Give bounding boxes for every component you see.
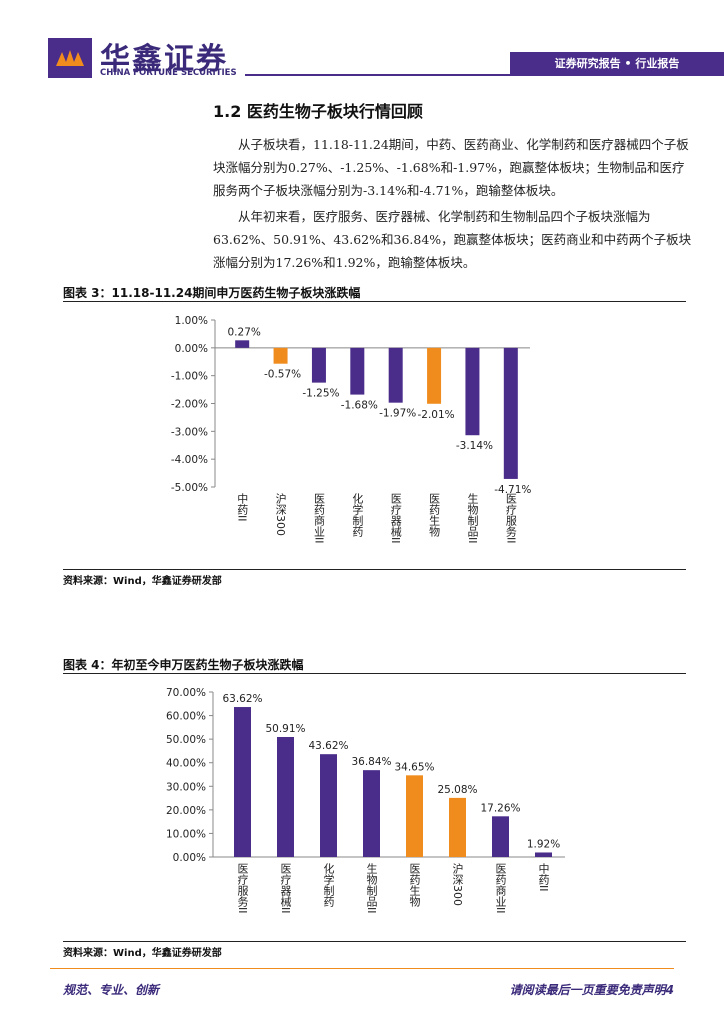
x-tick-label: 医药商业II (494, 863, 507, 914)
data-label: 50.91% (265, 723, 305, 735)
section-title: 1.2 医药生物子板块行情回顾 (213, 102, 423, 121)
y-tick-label: 40.00% (166, 758, 206, 770)
x-tick-label: 中药II (537, 863, 550, 892)
data-label: -1.25% (302, 388, 339, 400)
data-label: -2.01% (417, 409, 454, 421)
chart-title: 图表 4：年初至今申万医药生物子板块涨跌幅 (63, 658, 304, 672)
paragraph: 从年初来看，医疗服务、医疗器械、化学制药和生物制品四个子板块涨幅为63.62%、… (213, 209, 692, 270)
paragraph: 从子板块看，11.18-11.24期间，中药、医药商业、化学制药和医疗器械四个子… (213, 137, 689, 198)
x-tick-label: 生物制品II (466, 492, 479, 544)
footer-left: 规范、专业、创新 (63, 983, 160, 997)
data-label: 0.27% (228, 326, 261, 338)
x-tick-label: 医疗服务II (504, 493, 517, 544)
data-label: 1.92% (527, 838, 560, 850)
rule (63, 673, 686, 674)
x-tick-label: 医药生物 (428, 493, 441, 537)
x-tick-label: 化学制药 (351, 492, 364, 538)
bar (234, 707, 251, 857)
data-label: 34.65% (394, 761, 434, 773)
y-tick-label: -4.00% (171, 454, 208, 466)
data-label: -3.14% (456, 440, 493, 452)
x-tick-label: 医药生物 (408, 863, 421, 907)
bar (320, 754, 337, 857)
data-label: -0.57% (264, 369, 301, 381)
y-tick-label: 1.00% (175, 315, 208, 327)
data-label: -4.71% (494, 484, 531, 496)
bar (273, 347, 288, 364)
y-tick-label: 70.00% (166, 687, 206, 699)
rule (63, 569, 686, 570)
data-label: -1.68% (341, 400, 378, 412)
x-tick-label: 中药II (236, 493, 249, 522)
chart-title: 图表 3：11.18-11.24期间申万医药生物子板块涨跌幅 (63, 286, 361, 300)
bar (350, 347, 365, 395)
x-tick-label: 医疗服务II (236, 863, 249, 914)
x-tick-label: 沪深300 (451, 862, 464, 906)
y-tick-label: -3.00% (171, 426, 208, 438)
header-rule (245, 74, 724, 76)
data-label: 63.62% (222, 693, 262, 705)
bar (503, 347, 518, 479)
header-tag: 证券研究报告 • 行业报告 (510, 52, 724, 76)
y-tick-label: -5.00% (171, 482, 208, 494)
chart-source: 资料来源：Wind，华鑫证券研发部 (63, 948, 222, 959)
rule (63, 301, 686, 302)
rule (63, 941, 686, 942)
y-tick-label: 30.00% (166, 781, 206, 793)
x-tick-label: 医药商业II (312, 493, 325, 544)
y-tick-label: -2.00% (171, 399, 208, 411)
x-tick-label: 医疗器械II (389, 493, 402, 544)
logo (48, 38, 92, 78)
brand-en: CHINA FORTUNE SECURITIES (100, 68, 237, 78)
brand: 华鑫证券 (100, 42, 228, 77)
y-tick-label: -1.00% (171, 371, 208, 383)
data-label: 25.08% (437, 784, 477, 796)
y-tick-label: 20.00% (166, 805, 206, 817)
bar (535, 852, 552, 857)
bar (427, 347, 442, 404)
y-tick-label: 0.00% (175, 343, 208, 355)
y-tick-label: 10.00% (166, 828, 206, 840)
chart-source: 资料来源：Wind，华鑫证券研发部 (63, 576, 222, 587)
x-tick-label: 化学制药 (322, 862, 335, 908)
footer-rule (50, 968, 674, 969)
y-tick-label: 0.00% (173, 852, 206, 864)
bar (311, 347, 326, 383)
data-label: -1.97% (379, 408, 416, 420)
bar (235, 340, 250, 348)
y-tick-label: 60.00% (166, 711, 206, 723)
data-label: 36.84% (351, 756, 391, 768)
bar (388, 347, 403, 403)
bar (492, 816, 509, 857)
x-tick-label: 沪深300 (274, 492, 287, 536)
y-tick-label: 50.00% (166, 734, 206, 746)
footer-right: 请阅读最后一页重要免责声明4 (509, 983, 674, 997)
x-tick-label: 医疗器械II (279, 863, 292, 914)
x-tick-label: 生物制品II (365, 862, 378, 914)
bar (406, 775, 423, 857)
bar (277, 736, 294, 857)
data-label: 43.62% (308, 740, 348, 752)
bar (449, 797, 466, 857)
bar (465, 347, 480, 436)
data-label: 17.26% (480, 802, 520, 814)
bar (363, 770, 380, 857)
